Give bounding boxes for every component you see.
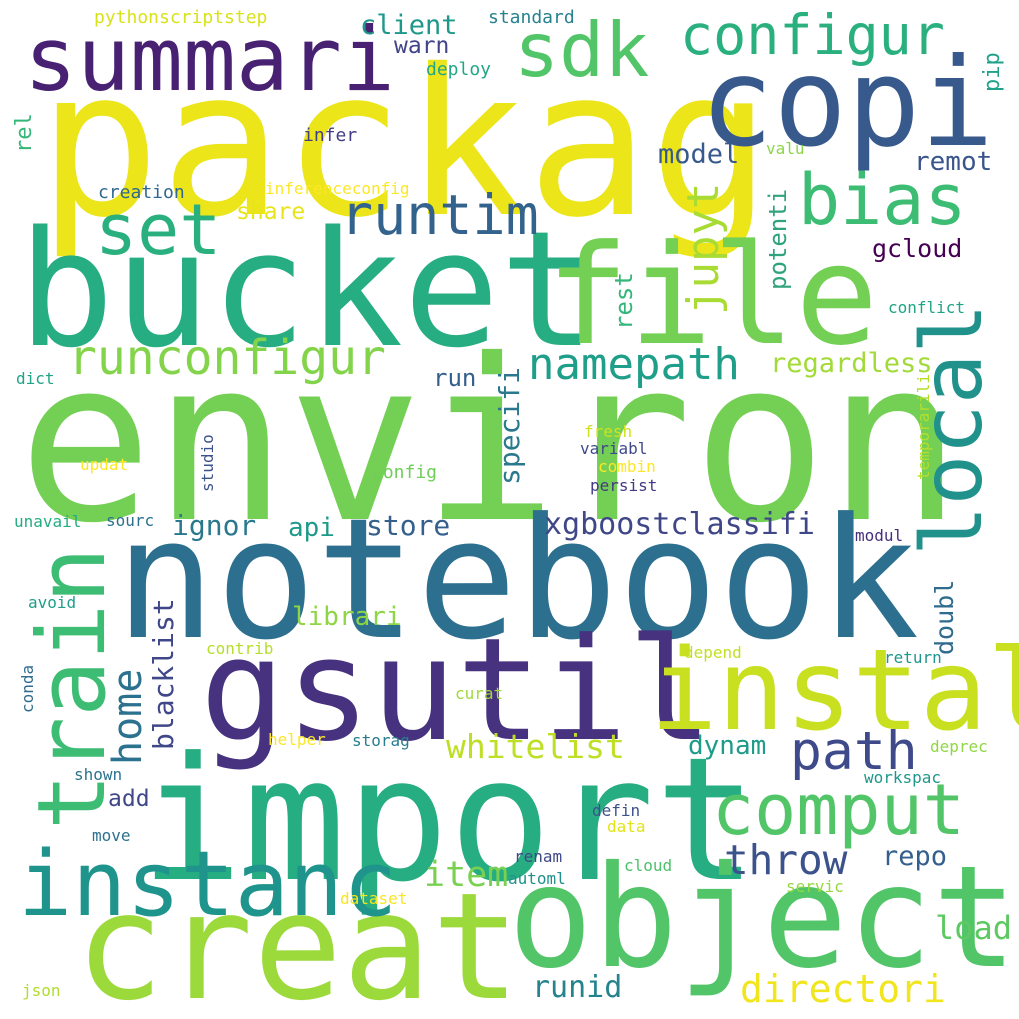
word-potenti: potenti — [764, 188, 792, 290]
word-summari: summari — [24, 8, 395, 111]
word-rel: rel — [12, 113, 37, 153]
word-temporarili: temporarili — [914, 374, 933, 480]
word-standard: standard — [488, 7, 575, 28]
word-jupyt: jupyt — [678, 182, 729, 315]
word-bias: bias — [798, 159, 967, 241]
word-specifi: specifi — [493, 366, 526, 485]
word-gsutil: gsutil — [200, 608, 713, 773]
word-item: item — [424, 855, 509, 895]
word-api: api — [288, 513, 335, 543]
word-warn: warn — [394, 33, 450, 59]
word-studio: studio — [198, 434, 217, 492]
word-notebook: notebook — [115, 483, 920, 677]
word-whitelist: whitelist — [446, 727, 625, 766]
word-home: home — [105, 668, 151, 765]
word-updat: updat — [80, 455, 129, 474]
word-set: set — [95, 189, 222, 271]
word-object: object — [508, 836, 1018, 1000]
word-conflict: conflict — [888, 298, 966, 317]
word-dynam: dynam — [688, 731, 767, 761]
word-file: file — [546, 215, 879, 376]
word-bucket: bucket — [18, 196, 596, 383]
word-sourc: sourc — [106, 511, 155, 530]
word-creation: creation — [98, 182, 185, 203]
word-namepath: namepath — [528, 339, 740, 390]
word-gcloud: gcloud — [872, 234, 963, 263]
word-avoid: avoid — [28, 593, 77, 612]
word-json: json — [22, 981, 61, 1000]
word-return: return — [884, 648, 942, 667]
word-add: add — [108, 786, 150, 812]
word-infer: infer — [303, 125, 358, 146]
word-regardless: regardless — [770, 348, 933, 379]
word-librari: librari — [292, 602, 402, 632]
word-defin: defin — [592, 801, 641, 820]
word-runid: runid — [532, 970, 623, 1005]
word-deploy: deploy — [426, 59, 492, 80]
word-data: data — [607, 817, 646, 836]
word-sdk: sdk — [514, 6, 650, 94]
word-store: store — [366, 509, 451, 542]
word-cloud: cloud — [624, 856, 673, 875]
word-inferenceconfig: inferenceconfig — [265, 179, 410, 198]
word-packag: packag — [38, 26, 772, 262]
word-variabl: variabl — [580, 439, 648, 458]
word-share: share — [236, 199, 306, 225]
word-runtim: runtim — [340, 183, 539, 247]
word-path: path — [790, 721, 918, 782]
word-configur: configur — [680, 3, 945, 67]
word-workspac: workspac — [864, 768, 942, 787]
word-repo: repo — [882, 841, 948, 872]
word-run: run — [433, 364, 477, 392]
word-comput: comput — [712, 769, 965, 851]
word-ignor: ignor — [172, 509, 257, 542]
word-throw: throw — [724, 836, 848, 884]
word-combin: combin — [598, 457, 656, 476]
word-contrib: contrib — [206, 639, 274, 658]
word-shown: shown — [74, 765, 123, 784]
word-dict: dict — [16, 369, 55, 388]
word-servic: servic — [786, 877, 844, 896]
word-client: client — [360, 10, 458, 41]
word-instal: instal — [650, 626, 1019, 756]
word-conda: conda — [18, 664, 37, 713]
word-model: model — [658, 139, 740, 170]
word-runconfigur: runconfigur — [68, 330, 386, 386]
word-rest: rest — [610, 272, 638, 330]
word-blacklist: blacklist — [147, 598, 180, 750]
word-deprec: deprec — [930, 737, 988, 756]
word-directori: directori — [740, 967, 946, 1011]
word-remot: remot — [914, 147, 993, 177]
word-environ: environ — [18, 311, 963, 572]
word-helper: helper — [268, 730, 326, 749]
word-modul: modul — [855, 526, 904, 545]
word-copi: copi — [700, 32, 994, 174]
word-config: config — [372, 462, 438, 483]
word-unavail: unavail — [14, 512, 82, 531]
word-doubl: doubl — [930, 579, 959, 655]
word-move: move — [92, 826, 131, 845]
word-pythonscriptstep: pythonscriptstep — [94, 7, 268, 28]
word-creat: creat — [75, 861, 521, 1019]
word-automl: automl — [508, 869, 566, 888]
word-import: import — [140, 721, 758, 920]
word-xgboostclassifi: xgboostclassifi — [544, 507, 815, 542]
word-dataset: dataset — [340, 889, 408, 908]
word-storag: storag — [352, 731, 410, 750]
word-renam: renam — [514, 847, 563, 866]
word-instanc: instanc — [18, 832, 398, 937]
word-persist: persist — [590, 476, 658, 495]
word-curat: curat — [455, 684, 504, 703]
word-depend: depend — [684, 643, 742, 662]
word-valu: valu — [766, 139, 805, 158]
word-pip: pip — [980, 52, 1005, 92]
word-load: load — [935, 909, 1013, 947]
word-fresh: fresh — [584, 422, 633, 441]
